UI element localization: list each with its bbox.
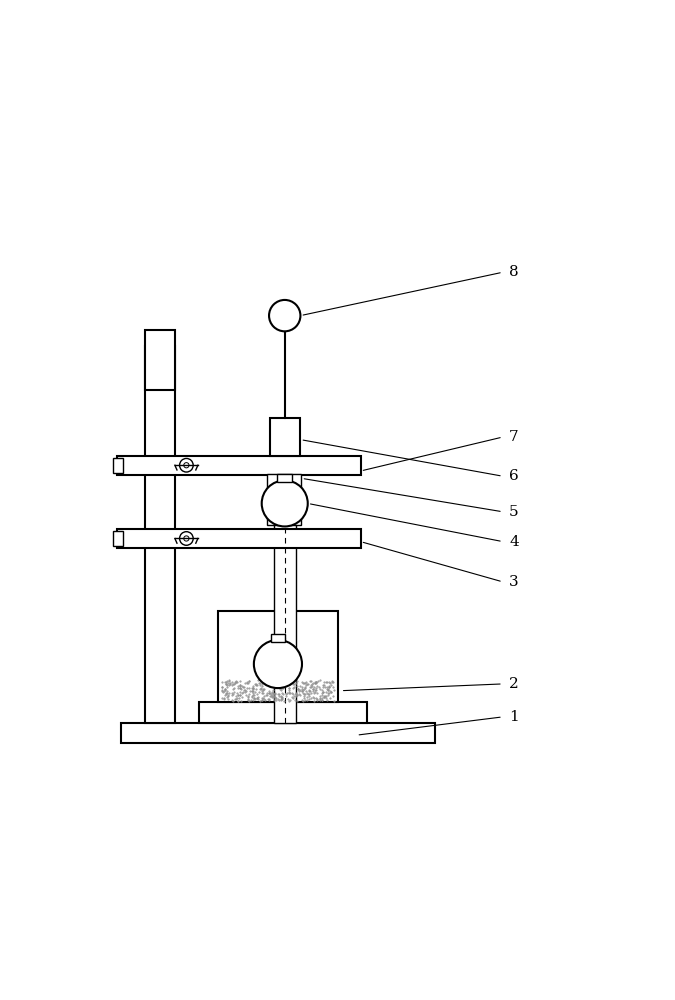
Text: 5: 5	[509, 505, 519, 519]
Circle shape	[180, 458, 193, 472]
Text: 2: 2	[509, 677, 519, 691]
Bar	[144, 330, 175, 390]
Bar	[113, 531, 123, 546]
Text: 6: 6	[509, 469, 519, 483]
Text: 1: 1	[509, 710, 519, 724]
Text: 7: 7	[509, 430, 519, 444]
Text: 3: 3	[509, 575, 519, 589]
Circle shape	[269, 300, 300, 331]
Text: 8: 8	[509, 265, 519, 279]
Bar	[267, 474, 302, 525]
Circle shape	[184, 536, 189, 541]
Bar	[117, 456, 360, 475]
Bar	[200, 702, 367, 723]
Bar	[274, 435, 296, 723]
Bar	[121, 723, 435, 743]
Circle shape	[254, 640, 302, 688]
Bar	[218, 611, 338, 702]
Text: 4: 4	[509, 535, 519, 549]
Circle shape	[180, 532, 193, 545]
Bar	[117, 529, 360, 548]
Circle shape	[184, 463, 189, 468]
Bar	[277, 474, 292, 482]
Circle shape	[262, 480, 308, 526]
Bar	[144, 346, 175, 723]
Bar	[113, 458, 123, 473]
Bar	[269, 418, 300, 456]
Bar	[271, 634, 285, 642]
